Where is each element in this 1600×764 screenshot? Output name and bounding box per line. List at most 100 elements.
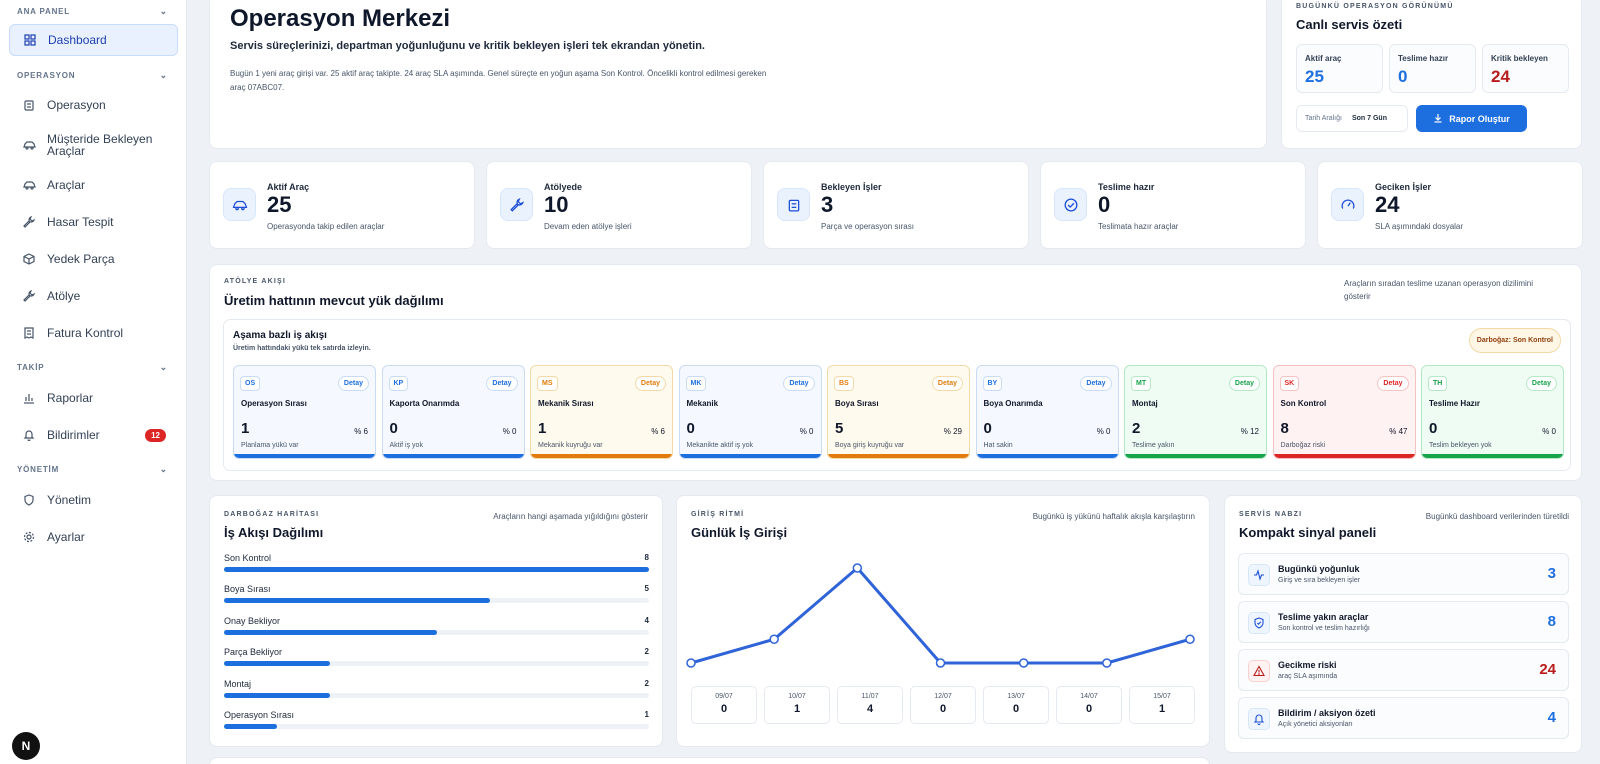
stage-percent: % 6 (354, 427, 368, 436)
stage-detail-button[interactable]: Detay (634, 376, 666, 391)
alert-triangle-icon (1248, 660, 1270, 682)
flow-label: Son Kontrol (224, 553, 272, 563)
sidebar-item-bildirimler[interactable]: Bildirimler 12 (9, 424, 178, 446)
section-ana-panel[interactable]: ANA PANEL ⌄ (17, 6, 168, 17)
stage-subtitle: Teslime yakın (1132, 442, 1175, 449)
flow-value: 4 (644, 615, 649, 625)
signal-item[interactable]: Teslime yakın araçlar Son kontrol ve tesl… (1238, 601, 1569, 643)
data-point[interactable] (1102, 658, 1112, 668)
signal-item[interactable]: Bugünkü yoğunluk Giriş ve sıra bekleyen i… (1238, 553, 1569, 595)
stage-card[interactable]: BS Detay Boya Sırası 5 % 29 Boya giriş kuyruğ… (827, 365, 970, 459)
stage-card[interactable]: BY Detay Boya Onarımda 0 % 0 Hat sakin (975, 365, 1119, 459)
download-icon (1433, 113, 1443, 125)
stage-progress-bar (828, 454, 969, 458)
workflow-eyebrow: ATÖLYE AKIŞI (224, 278, 286, 285)
sidebar-item-yedek-parca[interactable]: Yedek Parça (9, 248, 178, 270)
signal-item[interactable]: Bildirim / aksiyon özeti Açık yönetici ak… (1238, 697, 1569, 739)
clipboard-icon (22, 98, 36, 112)
stat-bekleyen-isler[interactable]: Bekleyen İşler 3 Parça ve operasyon sıra… (763, 161, 1029, 249)
stage-detail-button[interactable]: Detay (337, 376, 369, 391)
car-icon (223, 188, 256, 221)
stage-detail-button[interactable]: Detay (1525, 376, 1557, 391)
stat-value: 0 (1098, 192, 1111, 217)
sidebar-item-hasar-tespit[interactable]: Hasar Tespit (9, 211, 178, 233)
bell-icon (22, 428, 36, 442)
signal-value: 24 (1539, 661, 1556, 678)
section-yonetim[interactable]: YÖNETİM ⌄ (17, 464, 168, 475)
day-box: 10/07 1 (764, 686, 830, 724)
page-title: Operasyon Merkezi (230, 5, 451, 32)
flow-label: Boya Sırası (224, 584, 271, 595)
date-range-select[interactable]: Tarih Aralığı Son 7 Gün (1296, 105, 1408, 132)
stage-subtitle: Teslim bekleyen yok (1429, 442, 1492, 449)
report-button[interactable]: Rapor Oluştur (1416, 105, 1527, 132)
day-label: 12/07 (934, 693, 952, 700)
sidebar-item-dashboard[interactable]: Dashboard (9, 24, 178, 56)
stat-atolyede[interactable]: Atölyede 10 Devam eden atölye işleri (486, 161, 752, 249)
flow-track (224, 629, 649, 635)
stat-teslime-hazir[interactable]: Teslime hazır 0 Teslimata hazır araçlar (1040, 161, 1306, 249)
sidebar-item-ayarlar[interactable]: Ayarlar (9, 526, 178, 548)
stage-detail-button[interactable]: Detay (1377, 376, 1409, 391)
data-point[interactable] (852, 563, 863, 573)
sidebar-item-musteride-bekleyen[interactable]: Müşteride Bekleyen Araçlar (9, 130, 178, 160)
stage-card[interactable]: TH Detay Teslime Hazır 0 % 0 Teslim bekleyen … (1421, 365, 1564, 459)
stage-detail-button[interactable]: Detay (1228, 376, 1260, 391)
data-point[interactable] (1018, 658, 1029, 668)
data-point[interactable] (769, 634, 779, 644)
app-logo[interactable]: N (12, 732, 40, 760)
check-circle-icon (1054, 188, 1087, 221)
stat-label: Teslime hazır (1098, 182, 1155, 192)
section-takip[interactable]: TAKİP ⌄ (17, 362, 168, 373)
flow-label: Operasyon Sırası (224, 710, 295, 720)
stage-count: 8 (1280, 420, 1289, 437)
stage-card[interactable]: SK Detay Son Kontrol 8 % 47 Darboğaz riski (1272, 365, 1416, 459)
sidebar-item-raporlar[interactable]: Raporlar (9, 387, 178, 409)
section-operasyon[interactable]: OPERASYON ⌄ (17, 70, 168, 81)
stat-sub: Parça ve operasyon sırası (821, 222, 914, 231)
data-point[interactable] (686, 658, 696, 668)
day-label: 11/07 (861, 693, 879, 700)
car-icon (22, 178, 36, 192)
report-button-label: Rapor Oluştur (1449, 113, 1510, 124)
day-box: 11/07 4 (837, 686, 903, 724)
gear-icon (22, 530, 36, 544)
data-point[interactable] (935, 658, 946, 668)
flow-fill (224, 661, 331, 667)
stat-sub: Operasyonda takip edilen araçlar (267, 222, 385, 231)
stage-card[interactable]: MS Detay Mekanik Sırası 1 % 6 Mekanik kuyruğu… (530, 365, 673, 459)
flow-fill (224, 598, 490, 604)
sidebar-item-fatura-kontrol[interactable]: Fatura Kontrol (9, 322, 178, 344)
stage-name: Son Kontrol (1280, 399, 1327, 408)
stage-detail-button[interactable]: Detay (783, 376, 815, 391)
gauge-icon (1331, 188, 1364, 221)
stage-subtitle: Hat sakin (983, 442, 1013, 449)
flow-label: Montaj (224, 678, 252, 689)
stage-detail-button[interactable]: Detay (486, 376, 518, 391)
flow-card: DARBOĞAZ HARİTASI İş Akışı Dağılımı Araç… (209, 495, 663, 747)
sidebar-item-yonetim[interactable]: Yönetim (9, 489, 178, 511)
stage-code: KP (388, 376, 409, 391)
stage-detail-button[interactable]: Detay (931, 376, 963, 391)
sidebar-item-araclar[interactable]: Araçlar (9, 174, 178, 196)
stage-card[interactable]: MT Detay Montaj 2 % 12 Teslime yakın (1124, 365, 1267, 459)
flow-track (224, 598, 649, 604)
sidebar-item-atolye[interactable]: Atölye (9, 285, 178, 307)
flow-fill (224, 629, 437, 635)
signal-title: Teslime yakın araçlar (1278, 612, 1369, 622)
stage-count: 2 (1132, 420, 1141, 437)
signal-item[interactable]: Gecikme riski araç SLA aşımında 24 (1238, 649, 1569, 691)
stat-aktif-arac[interactable]: Aktif Araç 25 Operasyonda takip edilen a… (209, 161, 475, 249)
sidebar-item-label: Yedek Parça (47, 252, 115, 266)
stage-card[interactable]: MK Detay Mekanik 0 % 0 Mekanikte aktif iş yok (678, 365, 822, 459)
stat-geciken-isler[interactable]: Geciken İşler 24 SLA aşımındaki dosyalar (1317, 161, 1583, 249)
summary-title: Canlı servis özeti (1296, 17, 1403, 32)
sidebar-item-operasyon[interactable]: Operasyon (9, 94, 178, 116)
stage-card[interactable]: OS Detay Operasyon Sırası 1 % 6 Planlama yükü… (233, 365, 376, 459)
kpi-value: 24 (1491, 67, 1510, 86)
stage-card[interactable]: KP Detay Kaporta Onarımda 0 % 0 Aktif iş yok (381, 365, 525, 459)
daily-note: Bugünkü iş yükünü haftalık akışla karşıl… (1032, 512, 1195, 521)
stage-detail-button[interactable]: Detay (1080, 376, 1112, 391)
data-point[interactable] (1185, 634, 1195, 644)
sidebar-item-label: Fatura Kontrol (47, 326, 124, 340)
